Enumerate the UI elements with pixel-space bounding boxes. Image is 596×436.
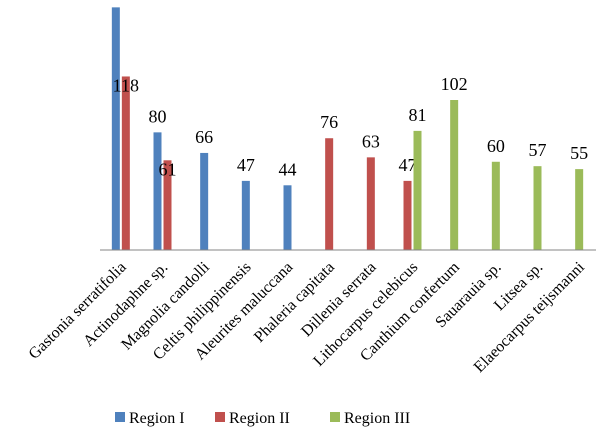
bar-region-i-magnolia-candolli [200,152,209,250]
data-label-region-ii-lithocarpus-celebicus: 47 [399,155,417,175]
bar-region-iii-canthium-confertum [450,100,459,250]
legend: Region I Region II Region III [115,410,410,427]
legend-swatch-region-iii [330,412,340,422]
data-label-region-iii-litsea-sp: 57 [529,140,547,160]
data-label-region-iii-elaeocarpus-teijsmanni: 55 [570,143,588,163]
bar-region-ii-dillenia-serrata [366,157,375,250]
data-label-region-i-actinodaphne-sp: 80 [149,106,167,126]
data-label-region-ii-dillenia-serrata: 63 [362,131,380,151]
bar-region-i-aleurites-maluccana [283,185,292,250]
data-label-region-i-gastonia-serratifolia: 165 [102,0,129,1]
bar-region-ii-gastonia-serratifolia [121,76,130,251]
legend-swatch-region-ii [215,412,225,422]
data-label-region-i-celtis-philippinensis: 47 [237,155,255,175]
legend-swatch-region-i [115,412,125,422]
bar-region-iii-elaeocarpus-teijsmanni [575,169,584,250]
bar-region-ii-phaleria-capitata [325,138,334,250]
bar-region-iii-litsea-sp [533,166,542,250]
data-label-region-iii-sauarauia-sp: 60 [487,136,505,156]
data-label-region-ii-actinodaphne-sp: 61 [159,159,177,179]
legend-label-region-i: Region I [129,410,185,427]
bar-region-iii-sauarauia-sp [491,161,500,250]
data-label-region-ii-gastonia-serratifolia: 118 [113,75,139,95]
legend-label-region-iii: Region III [344,410,410,427]
bar-region-i-actinodaphne-sp [153,132,162,250]
bar-region-i-celtis-philippinensis [241,180,250,250]
bar-region-ii-actinodaphne-sp [163,160,172,250]
plot-area: 165 118 80 61 66 47 44 76 63 47 81 102 60 57 55 [102,0,588,251]
bar-region-ii-lithocarpus-celebicus [403,180,412,250]
data-label-region-ii-phaleria-capitata: 76 [320,112,338,132]
data-label-region-iii-canthium-confertum: 102 [441,74,468,94]
legend-label-region-ii: Region II [229,410,290,427]
data-label-region-iii-lithocarpus-celebicus: 81 [409,105,427,125]
data-label-region-i-aleurites-maluccana: 44 [279,159,297,179]
data-label-region-i-magnolia-candolli: 66 [195,127,213,147]
bar-region-iii-lithocarpus-celebicus [413,130,422,250]
bar-region-i-gastonia-serratifolia [111,7,120,251]
